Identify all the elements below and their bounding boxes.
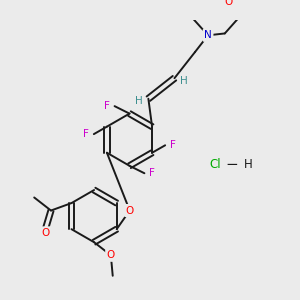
Text: H: H xyxy=(180,76,188,86)
Text: N: N xyxy=(204,30,212,40)
Text: O: O xyxy=(224,0,232,7)
Text: −: − xyxy=(226,158,238,172)
Text: F: F xyxy=(83,129,89,139)
Text: Cl: Cl xyxy=(209,158,221,171)
Text: F: F xyxy=(170,140,176,150)
Text: O: O xyxy=(41,228,50,238)
Text: H: H xyxy=(244,158,252,171)
Text: O: O xyxy=(107,250,115,260)
Text: O: O xyxy=(126,206,134,215)
Text: F: F xyxy=(149,168,155,178)
Text: F: F xyxy=(104,101,110,111)
Text: H: H xyxy=(135,97,143,106)
